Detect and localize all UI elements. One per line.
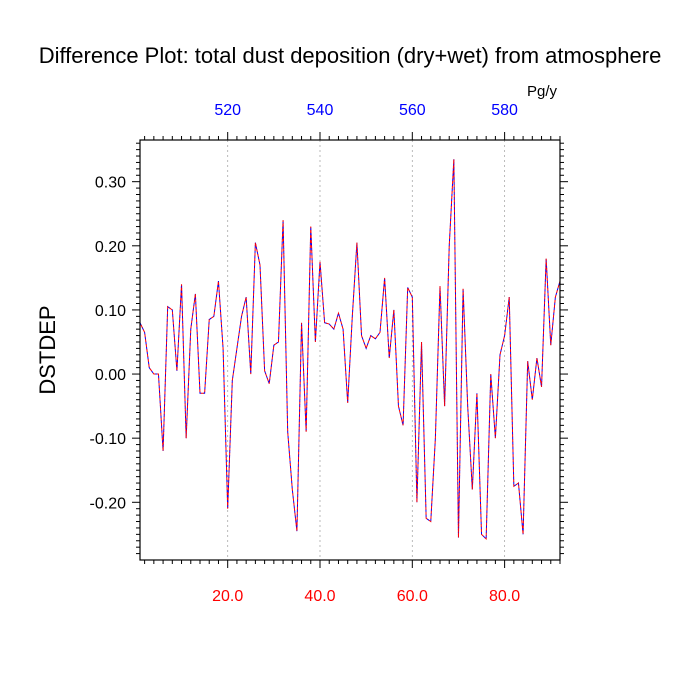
x-top-tick-label: 580 bbox=[491, 102, 518, 119]
tick-labels: -0.20 -0.10 0.00 0.10 0.20 0.30 20.0 40.0 60.0 80… bbox=[90, 102, 521, 605]
y-axis-label: DSTDEP bbox=[35, 305, 60, 394]
y-tick-label: 0.30 bbox=[95, 175, 126, 192]
y-tick-label: 0.00 bbox=[95, 367, 126, 384]
y-tick-label: -0.10 bbox=[90, 431, 127, 448]
plot-frame bbox=[139, 139, 561, 561]
y-tick-label: -0.20 bbox=[90, 495, 127, 512]
x-top-tick-label: 560 bbox=[399, 102, 426, 119]
series-layer bbox=[140, 159, 560, 540]
series-line-secondary-0 bbox=[140, 159, 560, 540]
chart-title: Difference Plot: total dust deposition (… bbox=[39, 43, 662, 68]
x-top-tick-label: 540 bbox=[307, 102, 334, 119]
tick-marks bbox=[132, 132, 568, 568]
x-top-tick-label: 520 bbox=[214, 102, 241, 119]
y-tick-label: 0.10 bbox=[95, 303, 126, 320]
grid-lines bbox=[227, 140, 506, 560]
y-tick-label: 0.20 bbox=[95, 239, 126, 256]
x-bottom-tick-label: 80.0 bbox=[489, 588, 520, 605]
units-label: Pg/y bbox=[527, 83, 558, 100]
series-line-primary-0 bbox=[140, 159, 560, 540]
x-bottom-tick-label: 40.0 bbox=[304, 588, 335, 605]
x-bottom-tick-label: 20.0 bbox=[212, 588, 243, 605]
x-bottom-tick-label: 60.0 bbox=[397, 588, 428, 605]
